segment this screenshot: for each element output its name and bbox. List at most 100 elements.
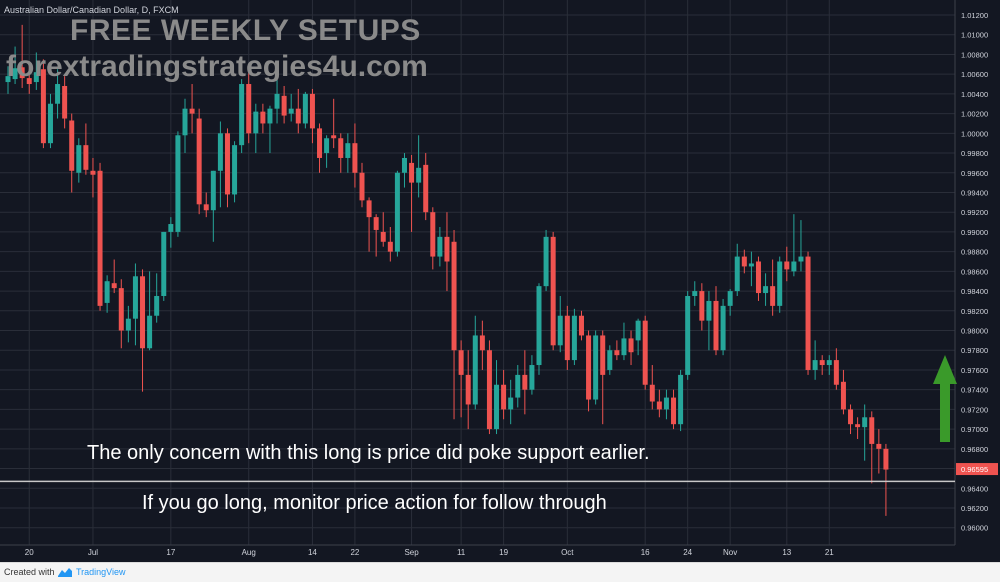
candle-body xyxy=(642,320,648,385)
candle-body xyxy=(678,374,684,425)
y-tick-label: 0.97800 xyxy=(961,346,988,355)
x-tick-label: 20 xyxy=(25,548,34,557)
x-tick-label: 14 xyxy=(308,548,317,557)
y-tick-label: 1.00200 xyxy=(961,110,988,119)
candle-body xyxy=(840,381,846,410)
candle-body xyxy=(111,283,117,289)
y-tick-label: 1.00800 xyxy=(961,50,988,59)
y-tick-label: 0.99800 xyxy=(961,149,988,158)
candle-body xyxy=(295,108,301,124)
candle-body xyxy=(501,384,507,410)
candle-body xyxy=(621,338,627,356)
candle-body xyxy=(76,145,82,173)
candle-body xyxy=(586,335,592,400)
candle-body xyxy=(373,217,379,230)
candle-body xyxy=(656,401,662,410)
candle-body xyxy=(741,256,747,267)
candle-body xyxy=(366,200,372,218)
candle-body xyxy=(401,157,407,173)
candle-body xyxy=(409,162,415,183)
candle-body xyxy=(536,286,542,366)
candle-body xyxy=(210,170,216,211)
candle-body xyxy=(472,335,478,405)
footer-created-with: Created with xyxy=(4,567,55,577)
overlay-title: FREE WEEKLY SETUPS xyxy=(70,14,421,47)
candle-body xyxy=(600,335,606,375)
candle-body xyxy=(416,167,422,183)
candle-body xyxy=(317,128,323,158)
chart-area[interactable]: 0.960000.962000.964000.966000.968000.970… xyxy=(0,0,1000,562)
annotation-follow-through: If you go long, monitor price action for… xyxy=(142,492,607,514)
candle-body xyxy=(168,224,174,232)
candle-body xyxy=(805,256,811,370)
x-tick-label: Aug xyxy=(242,548,256,557)
candle-body xyxy=(55,84,61,104)
candle-body xyxy=(331,135,337,139)
annotation-concern: The only concern with this long is price… xyxy=(87,442,650,464)
y-tick-label: 0.96200 xyxy=(961,504,988,513)
candle-body xyxy=(529,365,535,390)
candle-body xyxy=(508,397,514,410)
y-tick-label: 0.97200 xyxy=(961,405,988,414)
candle-body xyxy=(267,108,273,124)
candle-body xyxy=(90,170,96,175)
y-tick-label: 0.98200 xyxy=(961,307,988,316)
y-tick-label: 0.99400 xyxy=(961,188,988,197)
candle-body xyxy=(33,72,39,83)
candlestick-chart[interactable]: 0.960000.962000.964000.966000.968000.970… xyxy=(0,0,1000,562)
candle-body xyxy=(189,108,195,114)
candle-body xyxy=(486,350,492,430)
candle-body xyxy=(734,256,740,292)
candle-body xyxy=(239,84,245,146)
y-tick-label: 1.00400 xyxy=(961,90,988,99)
candle-body xyxy=(819,360,825,366)
candle-body xyxy=(692,291,698,297)
candle-body xyxy=(557,315,563,346)
candle-body xyxy=(479,335,485,351)
candle-body xyxy=(437,236,443,257)
y-tick-label: 0.97600 xyxy=(961,366,988,375)
candle-body xyxy=(699,291,705,321)
y-tick-label: 0.99000 xyxy=(961,228,988,237)
candle-body xyxy=(253,111,259,134)
candle-body xyxy=(777,261,783,306)
candle-body xyxy=(862,417,868,428)
candle-body xyxy=(833,360,839,385)
candle-body xyxy=(522,374,528,390)
candle-body xyxy=(69,120,75,171)
symbol-label: Australian Dollar/Canadian Dollar, D, FX… xyxy=(4,5,179,15)
y-tick-label: 0.97400 xyxy=(961,386,988,395)
overlay-url: forextradingstrategies4u.com xyxy=(6,50,428,83)
candle-body xyxy=(663,397,669,410)
candle-body xyxy=(465,374,471,405)
candle-body xyxy=(224,133,230,195)
candle-body xyxy=(387,241,393,252)
candle-body xyxy=(217,133,223,171)
candle-body xyxy=(607,350,613,370)
footer-brand[interactable]: TradingView xyxy=(76,567,126,577)
candle-body xyxy=(706,300,712,321)
candle-body xyxy=(423,164,429,213)
candle-body xyxy=(19,67,25,79)
y-tick-label: 0.97000 xyxy=(961,425,988,434)
candle-body xyxy=(593,335,599,400)
candle-body xyxy=(515,374,521,398)
x-tick-label: 16 xyxy=(641,548,650,557)
candle-body xyxy=(338,138,344,158)
candle-body xyxy=(281,95,287,116)
candle-body xyxy=(5,76,11,83)
candle-body xyxy=(12,68,18,80)
candle-body xyxy=(451,241,457,351)
candle-body xyxy=(345,143,351,158)
x-tick-label: 13 xyxy=(782,548,791,557)
candle-body xyxy=(104,281,110,303)
candle-body xyxy=(260,111,266,124)
candle-body xyxy=(309,93,315,129)
x-tick-label: Jul xyxy=(88,548,98,557)
candle-body xyxy=(494,384,500,430)
candle-body xyxy=(671,397,677,425)
candle-body xyxy=(26,78,32,85)
up-arrow-icon xyxy=(933,355,957,384)
candle-body xyxy=(564,315,570,361)
